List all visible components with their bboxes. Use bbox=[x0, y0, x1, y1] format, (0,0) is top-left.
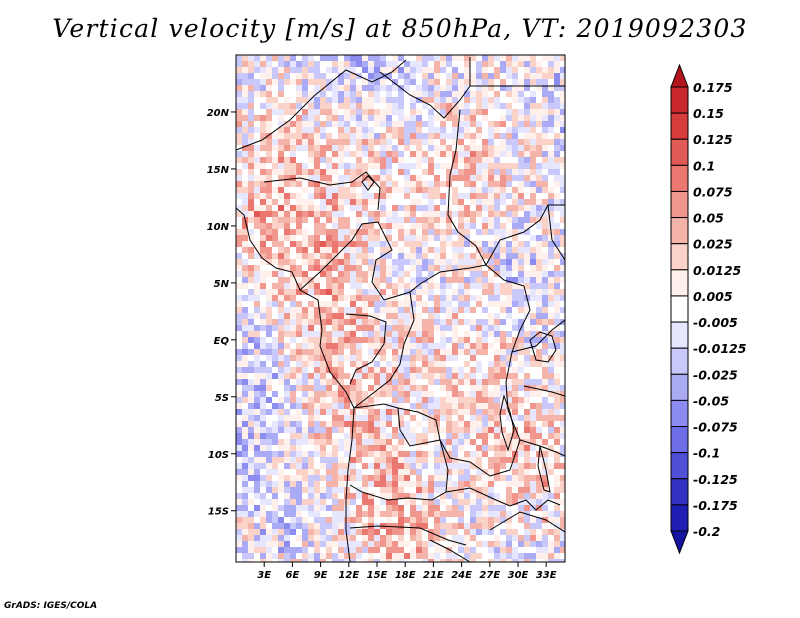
border-niger-nigeria bbox=[263, 171, 381, 211]
lat-tick-label: EQ bbox=[214, 336, 230, 347]
colorbar-segment bbox=[670, 504, 689, 532]
velocity-field bbox=[236, 55, 565, 562]
lat-tick-label: 10S bbox=[208, 450, 229, 461]
colorbar-label: -0.0125 bbox=[693, 341, 747, 356]
lon-tick-label: 21E bbox=[423, 570, 444, 581]
lake-victoria bbox=[529, 331, 557, 363]
colorbar-segment bbox=[670, 373, 689, 401]
colorbar-segment bbox=[670, 63, 689, 88]
map-frame bbox=[235, 54, 566, 563]
border-east-3 bbox=[519, 439, 565, 457]
colorbar-label: 0.1 bbox=[693, 158, 715, 173]
colorbar-label: 0.175 bbox=[693, 80, 733, 95]
colorbar-segment bbox=[670, 138, 689, 166]
colorbar-label: 0.005 bbox=[693, 289, 733, 304]
colorbar-segment bbox=[670, 217, 689, 245]
colorbar-segment bbox=[670, 112, 689, 140]
colorbar-segment bbox=[670, 399, 689, 428]
plot-title: Vertical velocity [m/s] at 850hPa, VT: 2… bbox=[52, 14, 748, 43]
colorbar-label: -0.05 bbox=[693, 393, 729, 408]
lon-tick-label: 33E bbox=[536, 570, 557, 581]
colorbar-segment bbox=[670, 347, 689, 375]
colorbar-segment bbox=[670, 86, 689, 114]
colorbar-label: -0.005 bbox=[693, 315, 738, 330]
colorbar-segment bbox=[670, 452, 689, 480]
colorbar-segment bbox=[670, 478, 689, 506]
colorbar-label: -0.075 bbox=[693, 420, 738, 435]
colorbar-label: 0.075 bbox=[693, 184, 733, 199]
colorbar-label: 0.0125 bbox=[693, 263, 742, 278]
colorbar-segment bbox=[670, 269, 689, 297]
border-namibia bbox=[349, 525, 467, 546]
country-borders bbox=[236, 57, 565, 562]
colorbar-label: 0.025 bbox=[693, 237, 733, 252]
colorbar-label: -0.2 bbox=[693, 524, 720, 539]
colorbar-segment bbox=[670, 321, 689, 349]
colorbar-label: 0.15 bbox=[693, 106, 724, 121]
colorbar-segment bbox=[670, 243, 689, 271]
lake-tanganyika bbox=[499, 394, 515, 452]
border-chad bbox=[447, 109, 487, 266]
border-angola bbox=[349, 403, 449, 501]
lat-tick-label: 15S bbox=[208, 507, 229, 518]
lat-tick-label: 20N bbox=[207, 108, 230, 119]
colorbar-segment bbox=[670, 164, 689, 192]
lake-malawi bbox=[537, 445, 551, 493]
colorbar-label: 0.05 bbox=[693, 211, 724, 226]
lon-tick-label: 6E bbox=[286, 570, 300, 581]
border-zambia bbox=[445, 487, 561, 511]
lat-tick-label: 5S bbox=[215, 393, 229, 404]
lon-tick-label: 9E bbox=[314, 570, 328, 581]
colorbar-label: -0.125 bbox=[693, 472, 738, 487]
colorbar: 0.175 0.15 0.125 0.1 0.075 0.05 0.025 0.0125 0.0… bbox=[670, 63, 747, 555]
border-congo bbox=[345, 313, 387, 385]
lat-tick-label: 5N bbox=[214, 279, 230, 290]
colorbar-segment bbox=[670, 190, 689, 219]
lon-tick-label: 15E bbox=[367, 570, 388, 581]
latitude-axis: 20N 15N 10N 5N EQ 5S 10S 15S bbox=[207, 108, 236, 518]
border-sudan bbox=[485, 204, 565, 266]
colorbar-label: -0.025 bbox=[693, 367, 738, 382]
lat-tick-label: 15N bbox=[207, 165, 230, 176]
lon-tick-label: 12E bbox=[338, 570, 359, 581]
longitude-axis: 3E 6E 9E 12E 15E 18E 21E 24E 27E 30E 33E bbox=[257, 562, 557, 581]
lake-chad bbox=[361, 175, 375, 191]
border-east-2 bbox=[523, 385, 565, 397]
colorbar-segment bbox=[670, 530, 689, 555]
colorbar-label: 0.125 bbox=[693, 132, 733, 147]
lon-tick-label: 30E bbox=[508, 570, 529, 581]
border-zimbabwe bbox=[489, 511, 565, 533]
colorbar-label: -0.1 bbox=[693, 446, 720, 461]
border-drc-east bbox=[397, 285, 531, 477]
lon-tick-label: 18E bbox=[395, 570, 416, 581]
lon-tick-label: 27E bbox=[479, 570, 500, 581]
border-far-east bbox=[547, 204, 565, 261]
border-east-1 bbox=[511, 319, 565, 353]
border-car bbox=[383, 264, 525, 301]
colorbar-segment bbox=[670, 426, 689, 454]
lon-tick-label: 3E bbox=[257, 570, 271, 581]
border-nigeria-cameroon bbox=[299, 221, 393, 301]
coastline-west-africa bbox=[236, 207, 355, 562]
border-north-1 bbox=[236, 59, 407, 151]
lon-tick-label: 24E bbox=[451, 570, 472, 581]
lat-tick-label: 10N bbox=[207, 222, 230, 233]
border-south bbox=[429, 539, 471, 562]
colorbar-segment bbox=[670, 295, 689, 323]
colorbar-label: -0.175 bbox=[693, 498, 738, 513]
border-drc-west bbox=[353, 291, 415, 409]
footer-credit: GrADS: IGES/COLA bbox=[4, 601, 98, 611]
